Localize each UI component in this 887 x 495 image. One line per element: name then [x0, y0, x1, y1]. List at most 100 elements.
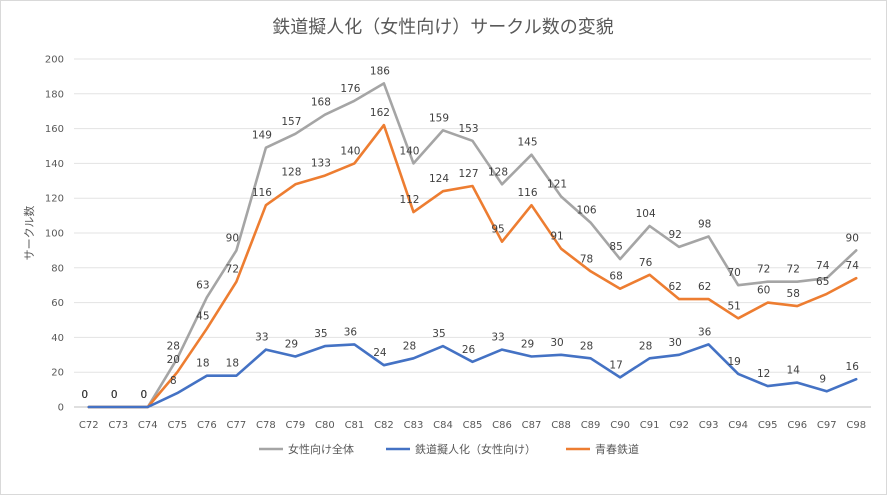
- y-axis-ticks: 0 20 40 60 80 100 120 140 160 180 200: [45, 55, 64, 414]
- data-label: 153: [458, 123, 478, 135]
- series-lines: [87, 82, 858, 409]
- legend: 女性向け全体 鉄道擬人化（女性向け） 青春鉄道: [259, 442, 639, 456]
- x-tick-label: C81: [345, 420, 365, 431]
- data-label: 70: [727, 267, 740, 279]
- y-tick-label: 140: [45, 159, 64, 170]
- x-tick-label: C90: [610, 420, 630, 431]
- data-label: 124: [429, 173, 449, 185]
- data-label: 19: [727, 356, 740, 368]
- data-label: 17: [609, 359, 622, 371]
- y-tick-label: 40: [51, 333, 64, 344]
- data-label: 0: [81, 389, 88, 401]
- data-label: 30: [550, 337, 563, 349]
- series-line-1: [87, 343, 858, 409]
- data-label: 186: [370, 65, 390, 77]
- data-label: 0: [111, 389, 118, 401]
- data-label: 0: [140, 389, 147, 401]
- x-tick-label: C83: [404, 420, 424, 431]
- data-label: 51: [727, 300, 740, 312]
- x-tick-label: C93: [699, 420, 719, 431]
- data-label: 8: [170, 375, 177, 387]
- data-label: 63: [196, 279, 209, 291]
- x-tick-label: C85: [463, 420, 483, 431]
- data-label: 168: [311, 97, 331, 109]
- data-label: 33: [491, 332, 504, 344]
- data-label: 74: [846, 260, 860, 272]
- x-tick-label: C78: [256, 420, 276, 431]
- data-label: 91: [550, 231, 563, 243]
- data-label: 0: [111, 389, 118, 401]
- x-tick-label: C86: [492, 420, 512, 431]
- data-label: 28: [639, 340, 652, 352]
- x-tick-label: C75: [167, 420, 187, 431]
- y-tick-label: 100: [45, 229, 64, 240]
- data-label: 62: [698, 281, 711, 293]
- data-label: 90: [226, 232, 239, 244]
- data-label: 28: [580, 340, 593, 352]
- data-label: 29: [521, 339, 534, 351]
- data-label: 58: [787, 288, 800, 300]
- data-label: 65: [816, 276, 829, 288]
- data-label: 162: [370, 107, 390, 119]
- data-label: 85: [609, 241, 622, 253]
- legend-label: 鉄道擬人化（女性向け）: [415, 442, 536, 456]
- data-label: 26: [462, 344, 476, 356]
- data-label: 35: [432, 328, 445, 340]
- data-label: 29: [285, 339, 298, 351]
- data-label: 0: [140, 389, 147, 401]
- data-label: 76: [639, 257, 653, 269]
- x-tick-label: C95: [758, 420, 778, 431]
- data-label: 157: [281, 116, 301, 128]
- data-labels: 0 0 02863901491571681761861401591531281451…: [81, 65, 859, 401]
- data-label: 28: [403, 340, 416, 352]
- y-tick-label: 120: [45, 194, 64, 205]
- x-tick-label: C72: [79, 420, 99, 431]
- data-label: 176: [340, 83, 360, 95]
- x-tick-label: C89: [581, 420, 601, 431]
- data-label: 9: [819, 373, 826, 385]
- data-label: 0: [81, 389, 88, 401]
- data-label: 62: [668, 281, 681, 293]
- data-label: 128: [488, 166, 508, 178]
- y-axis-label: サークル数: [23, 206, 36, 261]
- data-label: 104: [636, 208, 656, 220]
- x-tick-label: C91: [640, 420, 660, 431]
- x-tick-label: C84: [433, 420, 453, 431]
- data-label: 116: [252, 187, 272, 199]
- x-tick-label: C73: [108, 420, 128, 431]
- data-label: 78: [580, 253, 593, 265]
- x-tick-label: C96: [787, 420, 807, 431]
- data-label: 149: [252, 130, 272, 142]
- data-label: 121: [547, 178, 567, 190]
- y-tick-label: 160: [45, 124, 64, 135]
- series-line-2: [87, 123, 858, 409]
- data-label: 106: [577, 205, 597, 217]
- data-label: 95: [491, 224, 504, 236]
- x-tick-label: C94: [728, 420, 748, 431]
- data-label: 28: [167, 340, 180, 352]
- x-tick-label: C82: [374, 420, 394, 431]
- data-label: 133: [311, 158, 331, 170]
- data-label: 128: [281, 166, 301, 178]
- x-tick-label: C98: [846, 420, 866, 431]
- x-tick-label: C87: [522, 420, 542, 431]
- data-label: 116: [518, 187, 538, 199]
- data-label: 18: [226, 358, 239, 370]
- x-tick-label: C74: [138, 420, 158, 431]
- data-label: 36: [344, 326, 358, 338]
- data-label: 68: [609, 271, 622, 283]
- data-label: 18: [196, 358, 209, 370]
- data-label: 145: [518, 137, 538, 149]
- data-label: 14: [787, 365, 801, 377]
- x-tick-label: C80: [315, 420, 335, 431]
- data-label: 36: [698, 326, 712, 338]
- x-tick-label: C97: [817, 420, 837, 431]
- chart-title: 鉄道擬人化（女性向け）サークル数の変貌: [272, 17, 613, 38]
- data-label: 0: [81, 389, 88, 401]
- gridlines: [74, 58, 871, 408]
- data-label: 92: [668, 229, 681, 241]
- data-label: 60: [757, 285, 770, 297]
- data-label: 35: [314, 328, 327, 340]
